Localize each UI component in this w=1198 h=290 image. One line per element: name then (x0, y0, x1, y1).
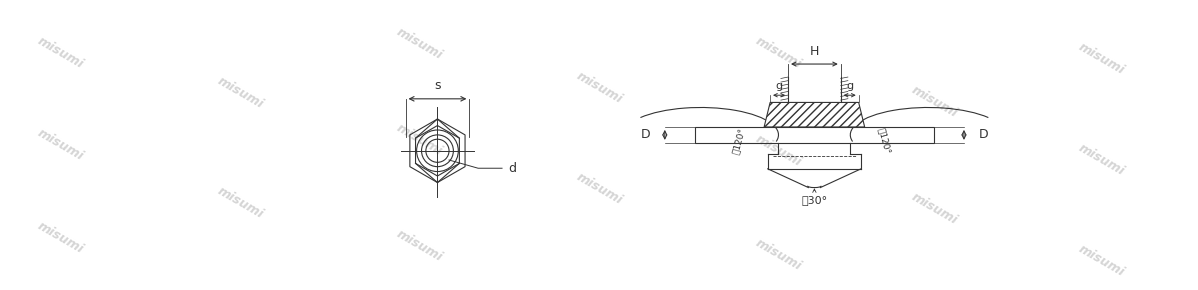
Text: misumi: misumi (909, 190, 960, 227)
Text: 約120°: 約120° (731, 126, 746, 155)
Polygon shape (764, 102, 865, 127)
Text: misumi: misumi (1076, 141, 1127, 178)
Text: 約30°: 約30° (801, 195, 828, 205)
Text: misumi: misumi (574, 170, 624, 207)
Text: misumi: misumi (35, 34, 86, 71)
Text: misumi: misumi (394, 121, 444, 157)
Text: misumi: misumi (394, 228, 444, 264)
Text: misumi: misumi (1076, 40, 1127, 77)
Text: D: D (979, 128, 988, 142)
Text: misumi: misumi (574, 69, 624, 106)
Text: misumi: misumi (909, 83, 960, 120)
Text: misumi: misumi (754, 34, 804, 71)
Text: misumi: misumi (754, 236, 804, 273)
Text: misumi: misumi (35, 219, 86, 256)
Text: g: g (775, 81, 782, 90)
Text: misumi: misumi (394, 26, 444, 62)
Text: misumi: misumi (35, 127, 86, 163)
Text: misumi: misumi (214, 75, 265, 111)
Text: D: D (641, 128, 651, 142)
Text: g: g (846, 81, 853, 90)
Text: s: s (434, 79, 441, 92)
Text: d: d (508, 162, 516, 175)
Text: misumi: misumi (1076, 242, 1127, 279)
Text: misumi: misumi (754, 133, 804, 169)
Text: H: H (810, 45, 819, 58)
Text: misumi: misumi (214, 184, 265, 221)
Text: 約120°: 約120° (876, 126, 891, 155)
